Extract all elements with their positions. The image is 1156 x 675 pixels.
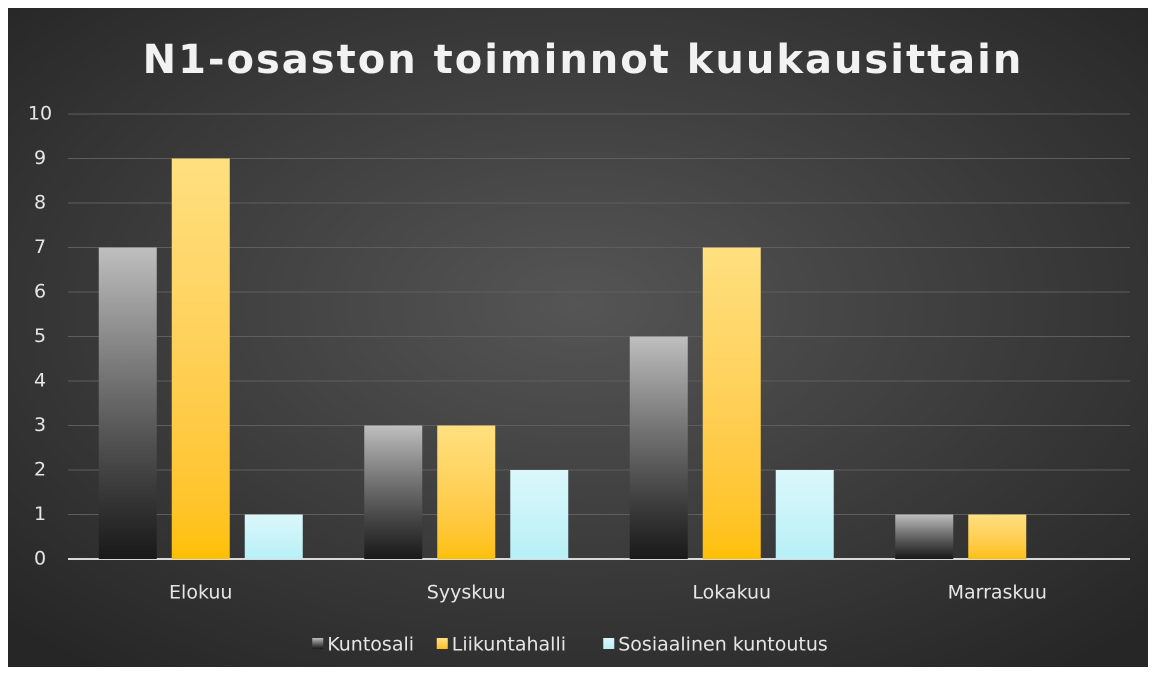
legend-label: Kuntosali	[327, 634, 414, 656]
chart-title: N1-osaston toiminnot kuukausittain	[143, 37, 1024, 83]
x-tick-label: Syyskuu	[427, 582, 506, 604]
y-tick-label: 10	[28, 103, 52, 125]
bar	[895, 514, 954, 559]
y-tick-label: 7	[34, 236, 46, 258]
y-tick-label: 9	[34, 147, 46, 169]
x-tick-label: Elokuu	[169, 582, 232, 604]
legend-swatch	[436, 638, 448, 649]
y-tick-label: 5	[34, 325, 46, 347]
bar	[171, 158, 230, 559]
legend-label: Sosiaalinen kuntoutus	[618, 634, 828, 656]
y-tick-label: 2	[34, 459, 46, 481]
legend-swatch	[312, 638, 324, 649]
x-tick-label: Marraskuu	[948, 582, 1047, 604]
bar	[437, 425, 496, 559]
y-tick-label: 4	[34, 370, 46, 392]
bar	[244, 514, 303, 559]
y-tick-label: 0	[34, 548, 46, 570]
y-tick-label: 3	[34, 414, 46, 436]
bar	[775, 470, 834, 559]
bar	[98, 247, 157, 559]
legend-swatch	[603, 638, 615, 649]
bar	[968, 514, 1027, 559]
bar	[629, 336, 688, 559]
bar	[510, 470, 569, 559]
y-tick-label: 6	[34, 281, 46, 303]
legend-label: Liikuntahalli	[452, 634, 566, 656]
y-tick-label: 1	[34, 503, 46, 525]
y-tick-label: 8	[34, 192, 46, 214]
x-tick-label: Lokakuu	[692, 582, 771, 604]
bar	[702, 247, 761, 559]
bar	[364, 425, 423, 559]
